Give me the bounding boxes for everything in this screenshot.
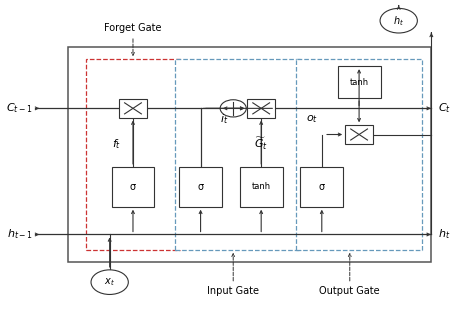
Bar — [337, 66, 381, 98]
Text: $h_t$: $h_t$ — [393, 14, 404, 28]
Text: Input Gate: Input Gate — [207, 286, 259, 296]
Bar — [345, 125, 373, 144]
Bar — [86, 59, 180, 250]
Text: σ: σ — [319, 182, 325, 192]
Bar — [111, 167, 155, 207]
Bar — [247, 99, 275, 118]
Text: $f_t$: $f_t$ — [112, 137, 121, 150]
Text: Output Gate: Output Gate — [319, 286, 380, 296]
Text: tanh: tanh — [349, 78, 369, 87]
Bar — [240, 167, 283, 207]
Bar — [296, 59, 422, 250]
Text: $C_t$: $C_t$ — [438, 101, 451, 115]
Text: tanh: tanh — [252, 182, 271, 191]
Text: σ: σ — [130, 182, 136, 192]
Text: $o_t$: $o_t$ — [306, 113, 319, 125]
Bar — [119, 99, 147, 118]
Bar — [179, 167, 222, 207]
Bar — [68, 47, 431, 262]
Circle shape — [220, 100, 246, 117]
Circle shape — [380, 8, 418, 33]
Text: $h_{t-1}$: $h_{t-1}$ — [7, 228, 33, 241]
Bar — [301, 167, 343, 207]
Text: $\widetilde{G}_t$: $\widetilde{G}_t$ — [254, 135, 268, 152]
Text: σ: σ — [198, 182, 204, 192]
Text: $h_t$: $h_t$ — [438, 228, 451, 241]
Text: $C_{t-1}$: $C_{t-1}$ — [6, 101, 33, 115]
Bar — [175, 59, 301, 250]
Circle shape — [91, 270, 128, 294]
Text: $x_t$: $x_t$ — [104, 276, 115, 288]
Text: $i_t$: $i_t$ — [220, 112, 228, 126]
Text: Forget Gate: Forget Gate — [104, 23, 162, 33]
